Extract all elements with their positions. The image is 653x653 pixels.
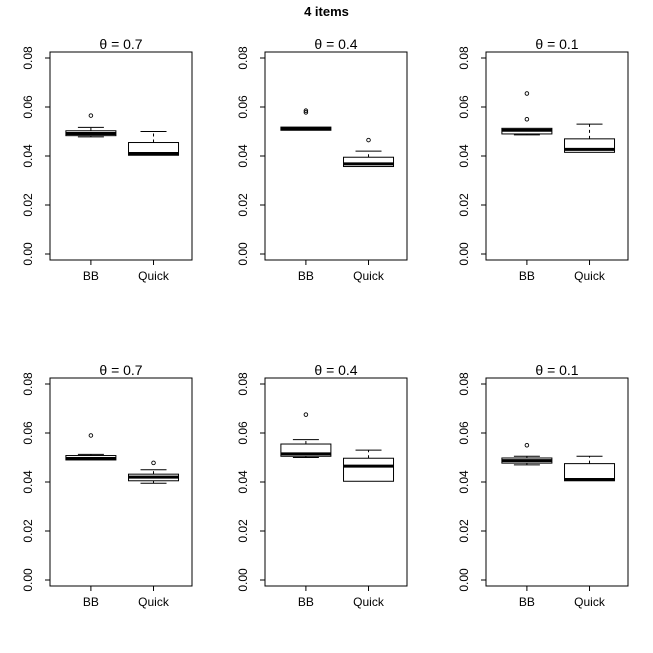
y-tick-label: 0.02 xyxy=(457,193,471,217)
x-tick-label: BB xyxy=(83,269,99,283)
y-tick-label: 0.04 xyxy=(457,144,471,168)
plot-svg: θ = 0.1 0.00 0.02 0.04 0.06 0.08 BB Quick xyxy=(457,362,629,609)
x-tick-label: Quick xyxy=(353,269,385,283)
box-quick-outlier xyxy=(151,460,156,466)
x-tick-label: Quick xyxy=(353,595,385,609)
y-tick-label: 0.04 xyxy=(236,144,250,168)
y-tick-label: 0.04 xyxy=(457,470,471,494)
y-tick-label: 0.06 xyxy=(21,95,35,119)
x-tick-label: Quick xyxy=(138,595,170,609)
y-tick-label: 0.04 xyxy=(236,470,250,494)
plot-frame xyxy=(49,377,193,587)
y-tick-label: 0.08 xyxy=(457,372,471,396)
y-tick-label: 0.06 xyxy=(236,95,250,119)
boxplot-panel-bottom-theta-0.7: θ = 0.7 0.00 0.02 0.04 0.06 0.08 BB Quick xyxy=(1,334,218,634)
plot-frame xyxy=(485,51,629,261)
y-tick-label: 0.02 xyxy=(21,193,35,217)
y-tick-label: 0.00 xyxy=(236,242,250,266)
boxplot-panel-top-theta-0.7: θ = 0.7 0.00 0.02 0.04 0.06 0.08 BB Quick xyxy=(1,8,218,308)
box-bb-outlier xyxy=(524,442,530,448)
box-quick-iqr xyxy=(343,156,395,168)
x-tick-label: BB xyxy=(298,269,314,283)
box-bb-outlier xyxy=(88,113,94,118)
x-tick-label: BB xyxy=(83,595,99,609)
x-tick-label: Quick xyxy=(574,595,606,609)
panel-title: θ = 0.7 xyxy=(99,36,142,52)
x-tick-label: BB xyxy=(298,595,314,609)
plot-svg: θ = 0.7 0.00 0.02 0.04 0.06 0.08 BB Quick xyxy=(21,362,193,609)
y-tick-label: 0.06 xyxy=(21,421,35,445)
x-tick-label: BB xyxy=(519,269,535,283)
panel-title: θ = 0.4 xyxy=(314,36,357,52)
box-quick-outlier xyxy=(366,137,371,143)
y-tick-label: 0.06 xyxy=(457,421,471,445)
plot-frame xyxy=(49,51,193,261)
y-tick-label: 0.08 xyxy=(236,46,250,70)
y-tick-label: 0.00 xyxy=(236,568,250,592)
x-tick-label: Quick xyxy=(574,269,606,283)
plot-svg: θ = 0.7 0.00 0.02 0.04 0.06 0.08 BB Quick xyxy=(21,36,193,283)
plot-frame xyxy=(264,377,408,587)
box-bb-outlier xyxy=(303,108,309,113)
panel-title: θ = 0.1 xyxy=(535,362,578,378)
y-tick-label: 0.06 xyxy=(236,421,250,445)
y-tick-label: 0.00 xyxy=(21,242,35,266)
plot-svg: θ = 0.4 0.00 0.02 0.04 0.06 0.08 BB Quick xyxy=(236,362,408,609)
y-tick-label: 0.02 xyxy=(457,519,471,543)
y-tick-label: 0.04 xyxy=(21,144,35,168)
box-bb-outlier xyxy=(524,116,530,122)
x-tick-label: BB xyxy=(519,595,535,609)
boxplot-panel-bottom-theta-0.1: θ = 0.1 0.00 0.02 0.04 0.06 0.08 BB Quick xyxy=(437,334,653,634)
y-tick-label: 0.08 xyxy=(457,46,471,70)
boxplot-panel-top-theta-0.4: θ = 0.4 0.00 0.02 0.04 0.06 0.08 BB Quick xyxy=(216,8,433,308)
panel-title: θ = 0.1 xyxy=(535,36,578,52)
y-tick-label: 0.08 xyxy=(21,46,35,70)
y-tick-label: 0.08 xyxy=(236,372,250,396)
y-tick-label: 0.08 xyxy=(21,372,35,396)
box-quick-iqr xyxy=(343,457,395,482)
box-bb-outlier xyxy=(88,433,94,438)
plot-frame xyxy=(264,51,408,261)
box-bb-outlier xyxy=(303,110,309,115)
y-tick-label: 0.02 xyxy=(236,519,250,543)
plot-svg: θ = 0.1 0.00 0.02 0.04 0.06 0.08 BB Quick xyxy=(457,36,629,283)
x-tick-label: Quick xyxy=(138,269,170,283)
y-tick-label: 0.02 xyxy=(21,519,35,543)
box-bb-outlier xyxy=(524,91,530,96)
panel-title: θ = 0.7 xyxy=(99,362,142,378)
panel-title: θ = 0.4 xyxy=(314,362,357,378)
y-tick-label: 0.04 xyxy=(21,470,35,494)
y-tick-label: 0.02 xyxy=(236,193,250,217)
y-tick-label: 0.06 xyxy=(457,95,471,119)
plot-svg: θ = 0.4 0.00 0.02 0.04 0.06 0.08 BB Quick xyxy=(236,36,408,283)
boxplot-panel-bottom-theta-0.4: θ = 0.4 0.00 0.02 0.04 0.06 0.08 BB Quick xyxy=(216,334,433,634)
figure-title: 4 items xyxy=(304,4,349,19)
box-bb-outlier xyxy=(303,412,309,417)
y-tick-label: 0.00 xyxy=(457,242,471,266)
y-tick-label: 0.00 xyxy=(21,568,35,592)
boxplot-panel-top-theta-0.1: θ = 0.1 0.00 0.02 0.04 0.06 0.08 BB Quick xyxy=(437,8,653,308)
y-tick-label: 0.00 xyxy=(457,568,471,592)
plot-frame xyxy=(485,377,629,587)
